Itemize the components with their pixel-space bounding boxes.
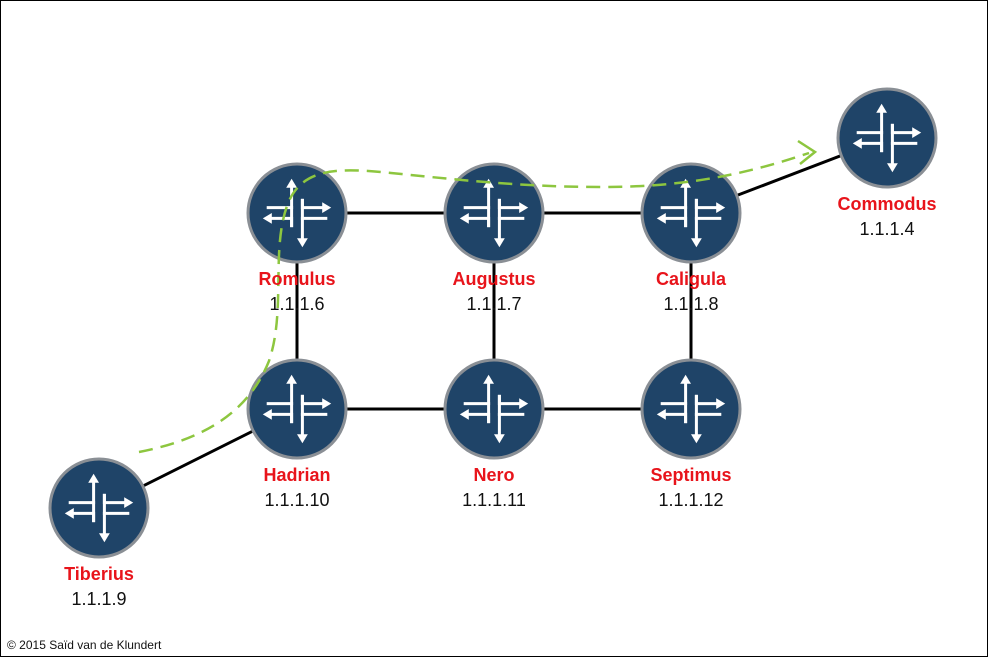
router-arrows-icon: [262, 374, 332, 444]
router-arrows-icon: [459, 374, 529, 444]
router-name-augustus: Augustus: [453, 269, 536, 289]
traffic-path: [138, 139, 818, 454]
router-address-augustus: 1.1.1.7: [466, 294, 521, 314]
router-name-romulus: Romulus: [258, 269, 335, 289]
router-arrows-icon: [64, 473, 134, 543]
labels-layer: Romulus 1.1.1.6 Augustus 1.1.1.7 Caligul…: [64, 194, 936, 609]
router-romulus[interactable]: [246, 162, 348, 264]
router-icon: [443, 358, 545, 460]
router-address-tiberius: 1.1.1.9: [71, 589, 126, 609]
router-commodus[interactable]: [836, 87, 938, 189]
router-name-hadrian: Hadrian: [263, 465, 330, 485]
router-address-septimus: 1.1.1.12: [658, 490, 723, 510]
router-icon: [48, 457, 150, 559]
router-icon: [640, 162, 742, 264]
router-arrows-icon: [852, 103, 922, 173]
router-arrows-icon: [656, 178, 726, 248]
router-name-tiberius: Tiberius: [64, 564, 134, 584]
router-name-septimus: Septimus: [650, 465, 731, 485]
router-address-caligula: 1.1.1.8: [663, 294, 718, 314]
copyright-notice: © 2015 Saïd van de Klundert: [7, 638, 162, 652]
routers-layer: [48, 87, 938, 559]
router-icon: [640, 358, 742, 460]
router-icon: [246, 358, 348, 460]
router-arrows-icon: [656, 374, 726, 444]
router-address-romulus: 1.1.1.6: [269, 294, 324, 314]
router-augustus[interactable]: [443, 162, 545, 264]
router-tiberius[interactable]: [48, 457, 150, 559]
router-icon: [246, 162, 348, 264]
router-icon: [836, 87, 938, 189]
router-name-commodus: Commodus: [838, 194, 937, 214]
router-address-hadrian: 1.1.1.10: [264, 490, 329, 510]
router-septimus[interactable]: [640, 358, 742, 460]
router-name-nero: Nero: [473, 465, 514, 485]
router-nero[interactable]: [443, 358, 545, 460]
path-arrowhead-icon: [797, 139, 818, 165]
router-address-nero: 1.1.1.11: [462, 490, 526, 510]
router-arrows-icon: [459, 178, 529, 248]
router-caligula[interactable]: [640, 162, 742, 264]
router-icon: [443, 162, 545, 264]
router-hadrian[interactable]: [246, 358, 348, 460]
router-address-commodus: 1.1.1.4: [859, 219, 914, 239]
dashed-path-line: [138, 151, 810, 454]
router-name-caligula: Caligula: [656, 269, 727, 289]
